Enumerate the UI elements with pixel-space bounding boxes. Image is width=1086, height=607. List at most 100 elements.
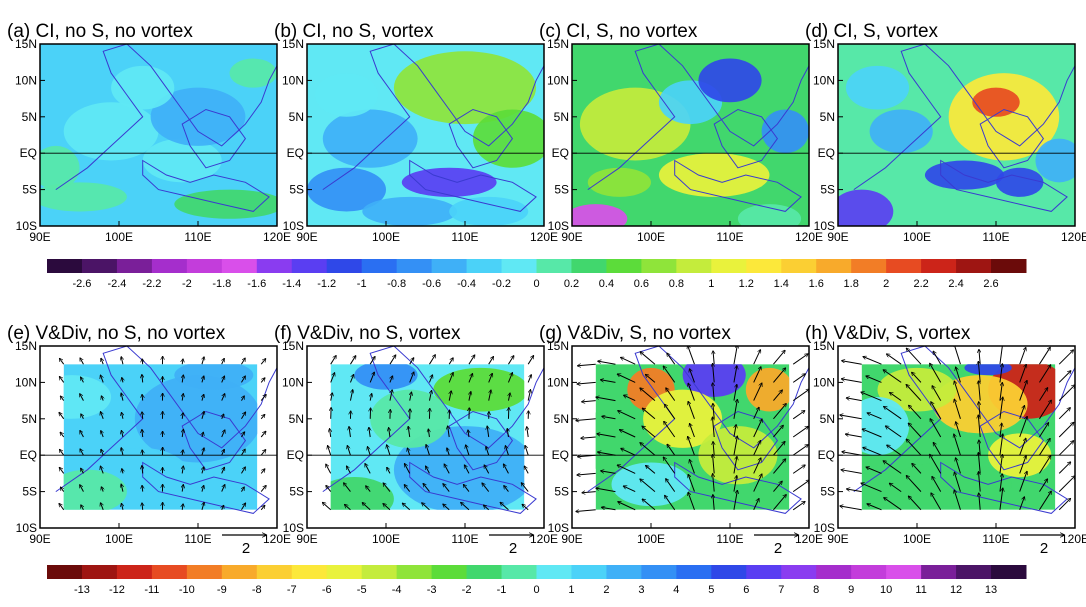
- wind-vector: [1058, 462, 1070, 474]
- coastline: [409, 461, 537, 514]
- colorbar-swatch: [501, 565, 537, 579]
- wind-vector: [792, 426, 808, 438]
- panel-title: (c) CI, S, no vortex: [539, 21, 698, 42]
- colorbar-label: 1.2: [739, 278, 754, 290]
- wind-vector: [618, 411, 636, 420]
- wind-vector: [1019, 406, 1025, 419]
- wind-vector: [202, 448, 204, 456]
- wind-vector: [931, 493, 942, 511]
- wind-vector: [999, 488, 1003, 510]
- wind-vector: [260, 486, 266, 492]
- wind-vector: [646, 375, 656, 383]
- wind-vector: [620, 430, 636, 438]
- x-tick-label: 120E: [795, 532, 823, 546]
- wind-vector: [142, 395, 143, 401]
- wind-vector: [222, 449, 225, 456]
- colorbar-swatch: [746, 259, 782, 273]
- wind-vector: [866, 376, 882, 383]
- panel-frame: [39, 43, 278, 227]
- y-tick-label: 5S: [289, 485, 304, 499]
- wind-vector: [122, 469, 123, 474]
- wind-vector: [81, 505, 84, 511]
- colorbar-swatch: [81, 565, 118, 579]
- wind-vector: [1039, 439, 1050, 456]
- wind-vector: [330, 356, 336, 365]
- colorbar-label: 0.4: [599, 278, 614, 290]
- wind-vector: [443, 504, 450, 511]
- field-blob: [869, 109, 933, 154]
- colorbar-swatch: [186, 259, 223, 273]
- wind-vector: [241, 358, 245, 365]
- panel-frame: [306, 43, 545, 227]
- y-tick-label: 10N: [547, 375, 569, 389]
- field-blob: [229, 58, 277, 88]
- wind-vector: [468, 430, 469, 438]
- wind-vector: [753, 441, 761, 456]
- wind-vector: [527, 356, 533, 365]
- wind-vector: [428, 429, 429, 438]
- wind-vector: [753, 383, 762, 401]
- wind-vector: [241, 503, 245, 511]
- wind-vector: [602, 416, 616, 420]
- field-blob: [737, 204, 802, 226]
- wind-vector: [349, 390, 352, 401]
- y-tick-label: EQ: [287, 146, 304, 160]
- wind-vector: [61, 487, 64, 492]
- wind-vector: [889, 483, 902, 493]
- wind-vector: [1019, 497, 1025, 510]
- field-blob: [362, 196, 458, 226]
- wind-vector: [640, 352, 656, 365]
- x-tick-label: 90E: [29, 230, 50, 244]
- wind-vector: [444, 464, 450, 474]
- wind-vector: [504, 464, 509, 474]
- wind-vector: [202, 376, 204, 383]
- wind-vector: [1058, 371, 1071, 383]
- y-tick-label: 10N: [15, 73, 37, 87]
- wind-vector: [142, 466, 143, 474]
- wind-vector: [933, 443, 942, 456]
- colorbar-swatch: [116, 565, 153, 579]
- panel-title: (e) V&Div, no S, no vortex: [7, 323, 226, 344]
- field-blob: [658, 153, 770, 197]
- x-tick-label: 100E: [105, 532, 133, 546]
- coastline: [713, 108, 779, 169]
- field-blob: [972, 87, 1020, 117]
- wind-vector: [1058, 441, 1073, 456]
- colorbar-swatch: [571, 259, 607, 273]
- field-blob: [845, 65, 910, 110]
- wind-vector: [688, 475, 695, 492]
- wind-vector: [978, 453, 981, 474]
- y-tick-label: 5S: [820, 485, 835, 499]
- wind-vector: [1000, 423, 1002, 438]
- colorbar-label: -0.6: [422, 278, 441, 290]
- wind-vector: [59, 504, 65, 511]
- y-tick-label: 10N: [15, 375, 37, 389]
- wind-vector: [260, 505, 264, 511]
- wind-vector: [487, 426, 489, 438]
- wind-vector: [688, 492, 695, 510]
- x-tick-label: 120E: [1061, 230, 1086, 244]
- wind-vector: [182, 394, 183, 401]
- colorbar-swatch: [361, 565, 398, 579]
- wind-vector: [688, 346, 695, 365]
- colorbar-label: -13: [74, 584, 90, 596]
- wind-vector: [260, 415, 264, 420]
- wind-vector: [326, 464, 332, 474]
- field-blob: [40, 182, 127, 212]
- colorbar-swatch: [886, 259, 922, 273]
- wind-vector: [930, 419, 942, 438]
- y-tick-label: EQ: [20, 146, 37, 160]
- wind-vector: [80, 485, 84, 492]
- wind-vector: [422, 503, 430, 511]
- wind-vector: [504, 486, 509, 492]
- colorbar-label: 6: [743, 584, 749, 596]
- colorbar-swatch: [396, 259, 433, 273]
- wind-vector: [617, 465, 636, 474]
- colorbar-swatch: [921, 259, 957, 273]
- wind-vector: [488, 357, 494, 365]
- wind-vector: [461, 503, 470, 511]
- colorbar-swatch: [116, 259, 153, 273]
- wind-vector: [222, 376, 225, 383]
